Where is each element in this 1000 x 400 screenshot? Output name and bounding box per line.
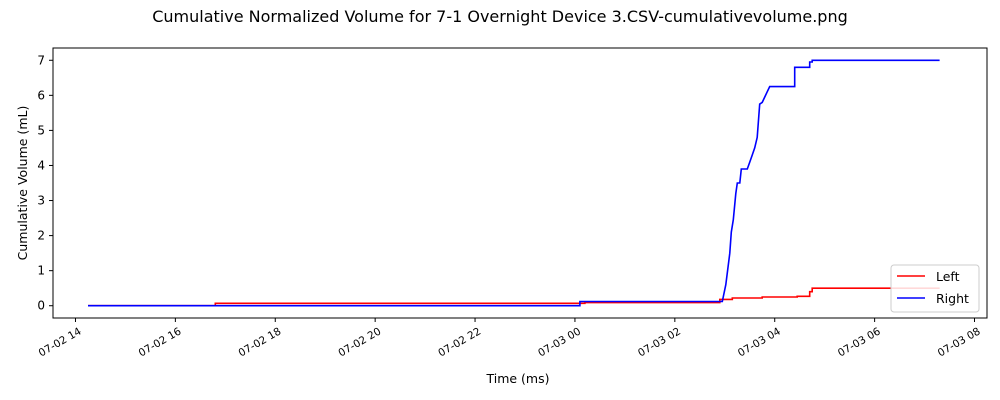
y-tick-label: 3 <box>37 194 45 208</box>
x-tick-label: 07-03 04 <box>736 325 783 359</box>
chart-title: Cumulative Normalized Volume for 7-1 Ove… <box>152 7 848 26</box>
y-tick-label: 1 <box>37 264 45 278</box>
y-tick-label: 2 <box>37 229 45 243</box>
plot-lines <box>88 59 940 307</box>
x-tick-label: 07-03 00 <box>536 325 583 359</box>
legend-label-right: Right <box>936 291 969 306</box>
legend-label-left: Left <box>936 269 960 284</box>
x-tick-label: 07-03 02 <box>636 325 683 359</box>
y-axis: 0 1 2 3 4 5 6 7 <box>37 53 53 313</box>
y-tick-label: 4 <box>37 158 45 172</box>
x-tick-label: 07-02 18 <box>236 325 283 359</box>
y-tick-label: 5 <box>37 123 45 137</box>
y-tick-label: 7 <box>37 53 45 67</box>
x-tick-label: 07-03 06 <box>836 325 883 359</box>
x-tick-label: 07-02 22 <box>436 325 483 359</box>
y-tick-label: 6 <box>37 88 45 102</box>
x-tick-label: 07-02 16 <box>137 325 184 359</box>
x-tick-label: 07-03 08 <box>936 325 983 359</box>
x-tick-label: 07-02 20 <box>336 325 383 359</box>
y-tick-label: 0 <box>37 299 45 313</box>
series-line-left <box>88 287 940 307</box>
legend: Left Right <box>890 264 980 313</box>
y-axis-label: Cumulative Volume (mL) <box>15 106 30 261</box>
series-line-right <box>88 59 940 307</box>
x-tick-label: 07-02 14 <box>37 325 84 359</box>
x-axis-label: Time (ms) <box>485 371 549 386</box>
plot-frame <box>52 47 988 319</box>
x-axis: 07-02 14 07-02 16 07-02 18 07-02 20 07-02 22… <box>37 318 983 359</box>
